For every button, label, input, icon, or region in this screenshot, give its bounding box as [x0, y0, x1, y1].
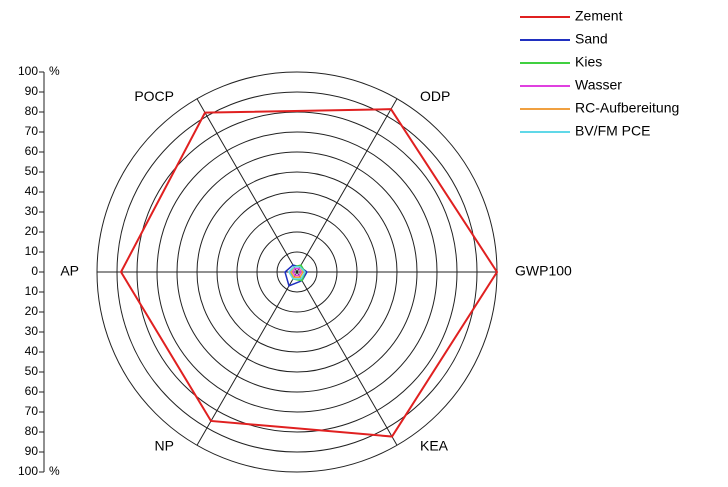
r-tick-label: 20 [25, 304, 39, 318]
spoke [196, 98, 298, 273]
category-label: POCP [134, 88, 174, 104]
spoke [296, 271, 398, 446]
r-tick-label: 40 [25, 184, 39, 198]
legend-label: Wasser [575, 77, 622, 93]
legend-label: Kies [575, 54, 602, 70]
r-tick-label: 60 [25, 144, 39, 158]
spoke [196, 271, 298, 446]
category-label: AP [60, 263, 79, 279]
legend-label: Sand [575, 31, 608, 47]
r-tick-label: 30 [25, 324, 39, 338]
category-label: NP [155, 438, 174, 454]
r-tick-label: 70 [25, 404, 39, 418]
series-line [288, 266, 306, 280]
spoke [296, 98, 398, 273]
r-tick-label: 70 [25, 124, 39, 138]
r-tick-label: 10 [25, 244, 39, 258]
legend-label: RC-Aufbereitung [575, 100, 679, 116]
r-tick-label: 40 [25, 344, 39, 358]
unit-label: % [49, 64, 60, 78]
series-line [119, 108, 499, 438]
r-tick-label: 80 [25, 424, 39, 438]
r-tick-label: 50 [25, 164, 39, 178]
r-tick-label: 90 [25, 444, 39, 458]
r-tick-label: 60 [25, 384, 39, 398]
category-label: ODP [420, 88, 450, 104]
category-label: GWP100 [515, 263, 572, 279]
r-tick-label: 30 [25, 204, 39, 218]
r-tick-label: 10 [25, 284, 39, 298]
unit-label: % [49, 464, 60, 478]
legend-label: BV/FM PCE [575, 123, 650, 139]
r-tick-label: 100 [18, 464, 38, 478]
category-label: KEA [420, 438, 449, 454]
r-tick-label: 20 [25, 224, 39, 238]
r-tick-label: 0 [31, 264, 38, 278]
series-line [292, 267, 302, 277]
r-tick-label: 50 [25, 364, 39, 378]
r-tick-label: 80 [25, 104, 39, 118]
r-tick-label: 100 [18, 64, 38, 78]
r-tick-label: 90 [25, 84, 39, 98]
legend-label: Zement [575, 8, 623, 24]
